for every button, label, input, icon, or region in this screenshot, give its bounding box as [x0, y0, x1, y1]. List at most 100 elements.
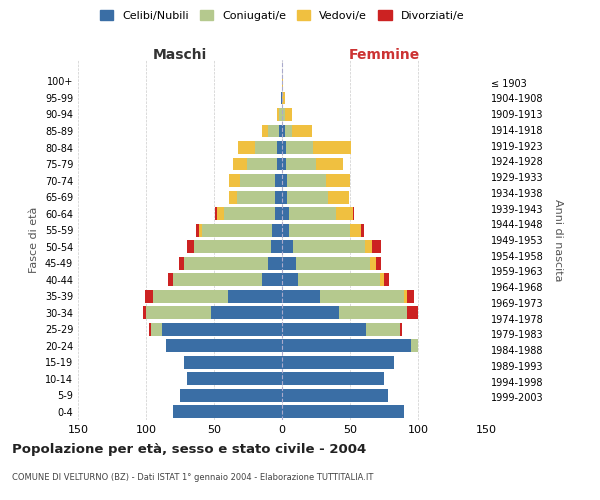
- Bar: [287, 190, 328, 203]
- Text: Popolazione per età, sesso e stato civile - 2004: Popolazione per età, sesso e stato civil…: [12, 442, 366, 456]
- Bar: [202, 224, 272, 236]
- Bar: [282, 389, 388, 402]
- Bar: [282, 290, 320, 302]
- Bar: [233, 158, 247, 170]
- Bar: [282, 158, 286, 170]
- Bar: [173, 406, 282, 418]
- Bar: [180, 389, 282, 402]
- Bar: [384, 273, 389, 286]
- Bar: [282, 406, 404, 418]
- Bar: [282, 322, 367, 336]
- Bar: [326, 174, 350, 187]
- Bar: [194, 240, 271, 253]
- Bar: [339, 306, 407, 319]
- Bar: [184, 356, 282, 368]
- Bar: [229, 174, 240, 187]
- Bar: [146, 306, 211, 319]
- Bar: [298, 273, 380, 286]
- Bar: [282, 273, 298, 286]
- Bar: [153, 290, 227, 302]
- Bar: [282, 92, 285, 104]
- Bar: [320, 290, 404, 302]
- Bar: [268, 256, 282, 270]
- Bar: [282, 339, 411, 352]
- Bar: [296, 256, 370, 270]
- Bar: [282, 141, 286, 154]
- Bar: [145, 290, 153, 302]
- Bar: [282, 174, 287, 187]
- Bar: [279, 108, 282, 121]
- Bar: [211, 306, 282, 319]
- Bar: [365, 240, 372, 253]
- Bar: [277, 158, 282, 170]
- Bar: [275, 174, 282, 187]
- Bar: [380, 273, 384, 286]
- Bar: [215, 207, 217, 220]
- Bar: [285, 108, 292, 121]
- Bar: [173, 273, 262, 286]
- Bar: [376, 256, 381, 270]
- Y-axis label: Fasce di età: Fasce di età: [29, 207, 39, 273]
- Bar: [337, 207, 353, 220]
- Bar: [143, 306, 146, 319]
- Bar: [262, 273, 282, 286]
- Bar: [196, 224, 199, 236]
- Bar: [224, 207, 275, 220]
- Bar: [151, 322, 163, 336]
- Y-axis label: Anni di nascita: Anni di nascita: [553, 198, 563, 281]
- Bar: [199, 224, 202, 236]
- Bar: [361, 224, 364, 236]
- Bar: [229, 190, 237, 203]
- Bar: [255, 141, 277, 154]
- Bar: [400, 322, 401, 336]
- Legend: Celibi/Nubili, Coniugati/e, Vedovi/e, Divorziati/e: Celibi/Nubili, Coniugati/e, Vedovi/e, Di…: [95, 6, 469, 25]
- Bar: [272, 224, 282, 236]
- Bar: [149, 322, 151, 336]
- Bar: [238, 141, 255, 154]
- Bar: [282, 108, 285, 121]
- Bar: [282, 372, 384, 385]
- Text: Femmine: Femmine: [349, 48, 419, 62]
- Bar: [286, 141, 313, 154]
- Bar: [289, 224, 350, 236]
- Bar: [293, 240, 365, 253]
- Bar: [282, 256, 296, 270]
- Bar: [286, 158, 316, 170]
- Bar: [411, 339, 418, 352]
- Text: Maschi: Maschi: [153, 48, 207, 62]
- Bar: [282, 75, 283, 88]
- Bar: [217, 207, 224, 220]
- Bar: [166, 339, 282, 352]
- Text: COMUNE DI VELTURNO (BZ) - Dati ISTAT 1° gennaio 2004 - Elaborazione TUTTITALIA.I: COMUNE DI VELTURNO (BZ) - Dati ISTAT 1° …: [12, 472, 373, 482]
- Bar: [279, 124, 282, 138]
- Bar: [262, 124, 268, 138]
- Bar: [289, 207, 337, 220]
- Bar: [168, 273, 173, 286]
- Bar: [277, 108, 279, 121]
- Bar: [237, 190, 275, 203]
- Bar: [179, 256, 184, 270]
- Bar: [372, 240, 381, 253]
- Bar: [275, 207, 282, 220]
- Bar: [282, 240, 293, 253]
- Bar: [404, 290, 407, 302]
- Bar: [240, 174, 275, 187]
- Bar: [227, 290, 282, 302]
- Bar: [282, 124, 285, 138]
- Bar: [282, 190, 287, 203]
- Bar: [287, 174, 326, 187]
- Bar: [292, 124, 312, 138]
- Bar: [282, 356, 394, 368]
- Bar: [275, 190, 282, 203]
- Bar: [407, 290, 414, 302]
- Bar: [247, 158, 277, 170]
- Bar: [268, 124, 279, 138]
- Bar: [282, 224, 289, 236]
- Bar: [282, 207, 289, 220]
- Bar: [353, 207, 354, 220]
- Bar: [370, 256, 376, 270]
- Bar: [350, 224, 361, 236]
- Bar: [407, 306, 418, 319]
- Bar: [271, 240, 282, 253]
- Bar: [285, 124, 292, 138]
